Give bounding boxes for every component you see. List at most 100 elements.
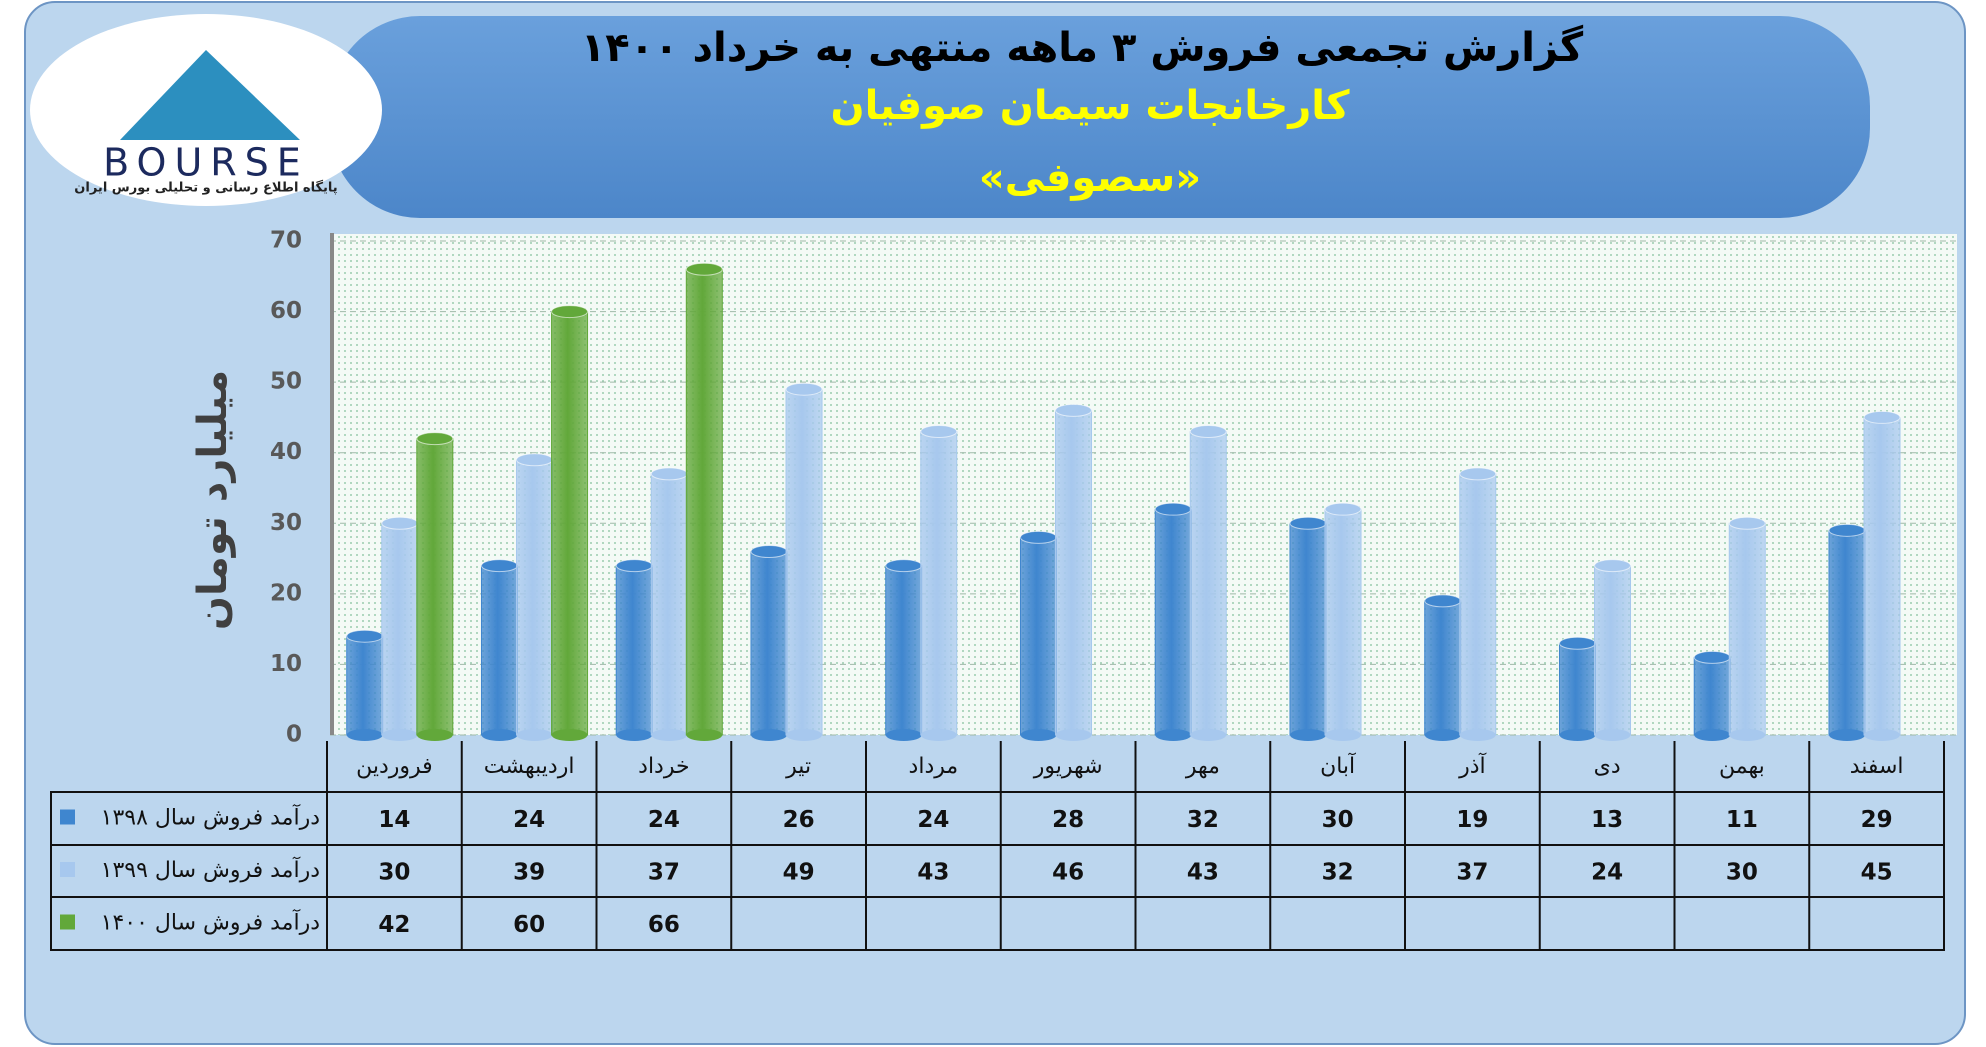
bar [1424, 600, 1462, 736]
bar-base [1020, 729, 1057, 741]
bar-cap [1154, 502, 1192, 516]
bar-base [551, 729, 588, 741]
bar-base [616, 729, 653, 741]
x-tick-label: شهریور [1033, 754, 1103, 779]
bar [650, 473, 688, 736]
bar [1693, 656, 1731, 736]
y-tick-label: 20 [270, 580, 302, 606]
logo-brand: BOURSE [103, 141, 309, 185]
table-value: 24 [648, 807, 680, 833]
table-value: 26 [783, 807, 815, 833]
table-value: 45 [1861, 860, 1893, 886]
y-tick-label: 40 [270, 439, 302, 465]
bar-base [651, 729, 688, 741]
bar-cap [920, 425, 958, 439]
bar [480, 565, 518, 736]
bar [1863, 416, 1901, 736]
bar [1189, 431, 1227, 736]
bar-base [1155, 729, 1192, 741]
bar-cap [785, 382, 823, 396]
table-value: 32 [1187, 807, 1219, 833]
bar-cap [1424, 594, 1462, 608]
table-value: 66 [648, 912, 680, 938]
bar-cap [1189, 425, 1227, 439]
legend-swatch [60, 809, 75, 825]
y-tick-label: 60 [270, 298, 302, 324]
bar-base [1325, 729, 1362, 741]
bar-base [1190, 729, 1227, 741]
bar [516, 459, 554, 736]
chart-subtitle: کارخانجات سیمان صوفیان [830, 83, 1350, 129]
bar-base [1594, 729, 1631, 741]
bar [1324, 508, 1362, 736]
bar-cap [1693, 650, 1731, 664]
legend-swatch [60, 862, 75, 877]
y-tick-label: 0 [286, 722, 302, 748]
bar [1289, 522, 1327, 736]
legend-label: درآمد فروش سال ۱۴۰۰ [101, 909, 320, 936]
bar [685, 268, 723, 736]
bar [1055, 409, 1093, 736]
bar-cap [1055, 403, 1093, 417]
bar-base [516, 729, 553, 741]
table-value: 46 [1052, 860, 1084, 886]
bar-cap [885, 559, 923, 573]
bar [785, 388, 823, 736]
bar [1828, 529, 1866, 736]
title-banner [330, 16, 1870, 218]
bar-base [750, 729, 787, 741]
x-tick-label: تیر [785, 754, 811, 779]
table-value: 29 [1861, 807, 1893, 833]
bar-base [1289, 729, 1326, 741]
bar [615, 565, 653, 736]
bar [1558, 642, 1596, 736]
bar-base [1828, 729, 1865, 741]
bar [1019, 536, 1057, 736]
bar [750, 551, 788, 736]
bar [1154, 508, 1192, 736]
x-tick-label: مرداد [909, 754, 959, 779]
y-tick-label: 30 [270, 510, 302, 536]
bar-base [346, 729, 383, 741]
legend-label: درآمد فروش سال ۱۳۹۹ [101, 856, 320, 883]
table-value: 49 [783, 860, 815, 886]
bar-base [1729, 729, 1766, 741]
bar-cap [480, 559, 518, 573]
bar-cap [1324, 502, 1362, 516]
x-tick-label: آذر [1458, 752, 1486, 779]
legend-swatch [60, 914, 75, 930]
bar-base [786, 729, 823, 741]
y-tick-label: 50 [270, 369, 302, 395]
bar-base [481, 729, 518, 741]
table-value: 19 [1456, 807, 1488, 833]
bar-base [1559, 729, 1596, 741]
bar-base [686, 729, 723, 741]
bar-cap [346, 629, 384, 643]
bar-cap [1289, 516, 1327, 530]
bar [1459, 473, 1497, 736]
table-value: 30 [1322, 807, 1354, 833]
x-tick-label: خرداد [638, 754, 689, 779]
bar-cap [381, 516, 419, 530]
table-value: 30 [1726, 860, 1758, 886]
x-tick-label: آبان [1320, 752, 1356, 779]
bar-cap [1728, 516, 1766, 530]
x-tick-label: بهمن [1719, 754, 1765, 779]
x-tick-label: دی [1594, 754, 1621, 779]
bar-cap [1594, 559, 1632, 573]
plot-area [330, 234, 1957, 735]
bar-cap [1828, 523, 1866, 537]
table-value: 37 [1456, 860, 1488, 886]
bar-cap [1863, 410, 1901, 424]
bar-base [381, 729, 418, 741]
bar-cap [551, 305, 589, 319]
logo-icon [120, 50, 300, 140]
logo-tagline: پایگاه اطلاع رسانی و تحلیلی بورس ایران [74, 180, 337, 196]
bar-base [1424, 729, 1461, 741]
bar-cap [416, 432, 454, 446]
y-axis-label: میلیارد تومان [190, 370, 236, 630]
bar-cap [1558, 636, 1596, 650]
x-tick-label: اردیبهشت [484, 754, 575, 779]
x-tick-label: اسفند [1850, 754, 1904, 779]
